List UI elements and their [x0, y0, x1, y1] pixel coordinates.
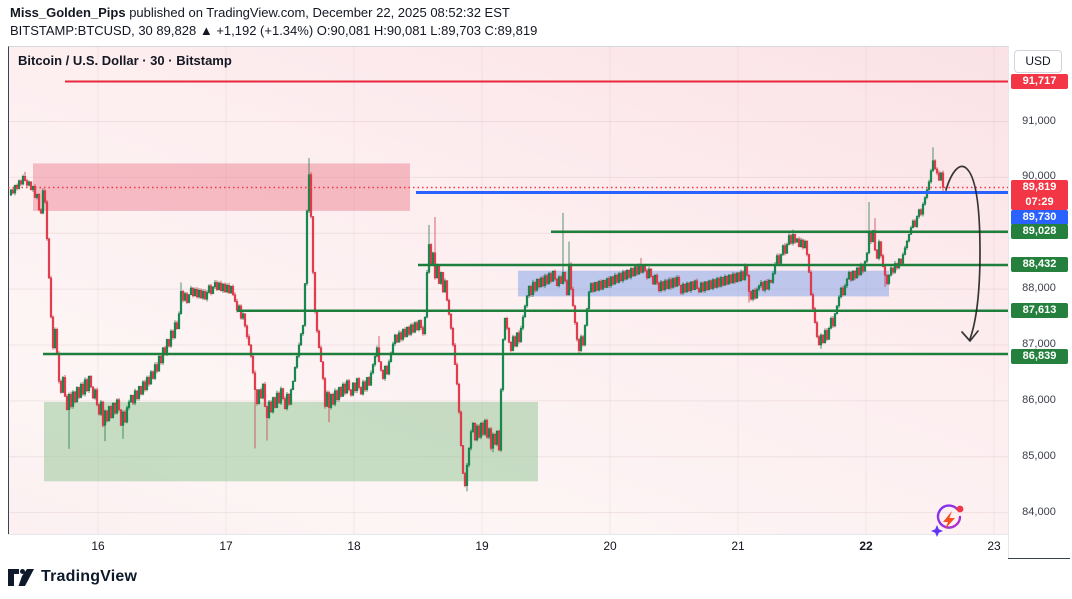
price-levels: [8, 80, 1008, 356]
time-axis[interactable]: 16 17 18 19 20 21 22 23: [8, 534, 1008, 559]
time-tick-17: 17: [219, 539, 233, 553]
price-label-88,432: 88,432: [1011, 257, 1068, 273]
price-tick-86,000: 86,000: [1022, 393, 1056, 406]
ohlc-value: 89,819: [497, 23, 538, 38]
price-label-91,717: 91,717: [1011, 73, 1068, 89]
symbol-header: BITSTAMP:BTCUSD, 30 89,828 ▲ +1,192 (+1.…: [10, 22, 537, 39]
tradingview-footer[interactable]: TradingView: [8, 568, 137, 586]
drawn-arrow: [945, 165, 981, 342]
flash-boost-icon[interactable]: [928, 501, 970, 541]
time-tick-22: 22: [859, 539, 873, 553]
time-tick-19: 19: [475, 539, 489, 553]
price-tick-90,000: 90,000: [1022, 170, 1056, 183]
ohlc-key: L:: [426, 23, 442, 38]
publish-info: published on TradingView.com, December 2…: [125, 5, 510, 20]
symbol-name: BITSTAMP:BTCUSD, 30: [10, 23, 153, 38]
author-name: Miss_Golden_Pips: [10, 5, 126, 20]
ohlc-value: 90,081: [386, 23, 427, 38]
chart-legend-title: Bitcoin / U.S. Dollar · 30 · Bitstamp: [18, 53, 232, 68]
price-tick-87,000: 87,000: [1022, 337, 1056, 350]
price-tick-88,000: 88,000: [1022, 282, 1056, 295]
price-tick-85,000: 85,000: [1022, 449, 1056, 462]
price-label-89,028: 89,028: [1011, 224, 1068, 240]
ohlc-key: O:: [316, 23, 331, 38]
circular-arrow-icon: [936, 504, 962, 529]
price-label-87,613: 87,613: [1011, 303, 1068, 319]
time-tick-21: 21: [731, 539, 745, 553]
price-label-86,839: 86,839: [1011, 349, 1068, 365]
red-dot-icon: [956, 505, 964, 513]
up-arrow-icon: ▲: [199, 23, 213, 38]
price-label-89,730: 89,730: [1011, 209, 1068, 225]
ohlc-value: 89,703: [441, 23, 481, 38]
time-tick-20: 20: [603, 539, 617, 553]
currency-unit-button[interactable]: USD: [1014, 50, 1062, 73]
price-change: +1,192 (+1.34%): [216, 23, 314, 38]
last-price: 89,828: [156, 23, 197, 38]
time-tick-16: 16: [91, 539, 105, 553]
tradingview-logo-icon: [8, 568, 34, 586]
ohlc-key: C:: [480, 23, 498, 38]
time-tick-18: 18: [347, 539, 361, 553]
supply-zone[interactable]: [33, 163, 410, 211]
tradingview-logo-text: TradingView: [41, 568, 138, 585]
ohlc-key: H:: [370, 23, 387, 38]
sparkle-icon: [931, 525, 943, 537]
price-axis[interactable]: 91,000 90,000 88,000 87,000 86,000 85,000 84,0…: [1008, 46, 1071, 558]
gridlines: [8, 46, 1008, 534]
lightning-bolt-icon: [943, 511, 955, 529]
price-tick-84,000: 84,000: [1022, 505, 1056, 518]
ohlc-value: 90,081: [330, 23, 371, 38]
time-tick-23: 23: [987, 539, 1001, 553]
ohlc-values: O:90,081 H:90,081 L:89,703 C:89,819: [317, 23, 538, 38]
price-label-89,819: 89,819 07:29: [1011, 179, 1068, 210]
price-tick-91,000: 91,000: [1022, 114, 1056, 127]
publish-header: Miss_Golden_Pips published on TradingVie…: [10, 4, 510, 21]
